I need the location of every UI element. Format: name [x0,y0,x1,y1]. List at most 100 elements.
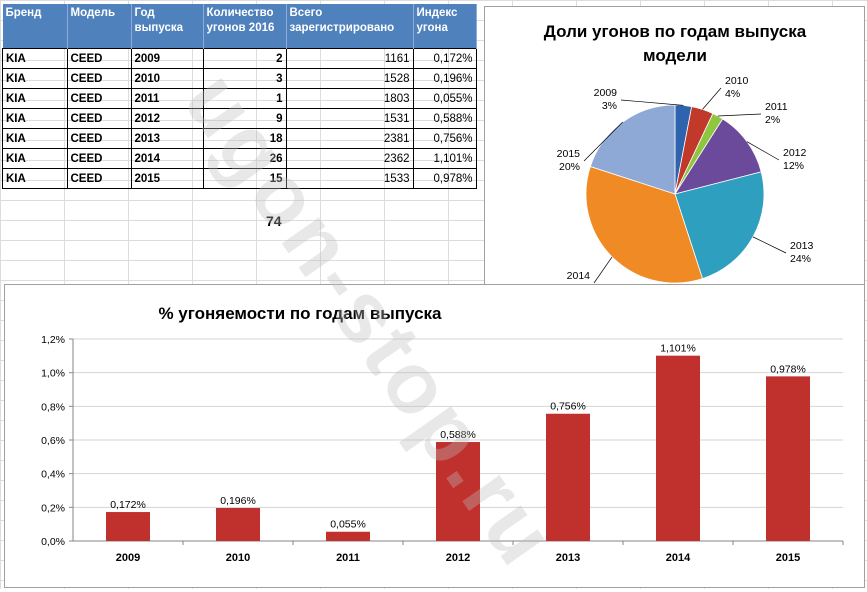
bar-2012[interactable] [436,442,480,541]
pie-slice-2012[interactable] [674,118,762,195]
y-tick-label: 0,6% [41,435,65,447]
cell-model[interactable]: CEED [66,128,132,149]
bar-data-label: 0,196% [220,495,256,507]
cell-index[interactable]: 0,588% [412,108,477,129]
table-row: KIA CEED 2010 3 1528 0,196% [2,68,477,89]
header-model[interactable]: Модель [67,4,132,49]
cell-year[interactable]: 2015 [130,168,204,189]
bar-2015[interactable] [766,376,810,541]
cell-index[interactable]: 0,196% [412,68,477,89]
cell-registered[interactable]: 1803 [285,88,414,109]
bar-2014[interactable] [656,355,700,541]
cell-registered[interactable]: 1533 [285,168,414,189]
header-registered[interactable]: Всего зарегистрировано [286,4,414,49]
cell-year[interactable]: 2009 [130,48,204,69]
header-index[interactable]: Индекс угона [413,4,477,49]
cell-brand[interactable]: KIA [2,48,68,69]
bar-2011[interactable] [326,531,370,541]
pie-slice-2014[interactable] [585,165,704,284]
x-category-label: 2009 [116,552,140,564]
x-category-label: 2015 [776,552,800,564]
cell-brand[interactable]: KIA [2,88,68,109]
pie-leader-line [593,256,613,284]
table-row: KIA CEED 2009 2 1161 0,172% [2,48,477,69]
cell-model[interactable]: CEED [66,88,132,109]
table-row: KIA CEED 2015 15 1533 0,978% [2,168,477,189]
bar-data-label: 0,172% [110,499,146,511]
bar-2013[interactable] [546,413,590,541]
pie-label-percent: 12% [783,160,804,172]
y-tick-label: 0,2% [41,502,65,514]
header-thefts[interactable]: Количество угонов 2016 [203,4,287,49]
table-row: KIA CEED 2013 18 2381 0,756% [2,128,477,149]
cell-registered[interactable]: 2362 [285,148,414,169]
cell-model[interactable]: CEED [66,68,132,89]
bar-data-label: 0,978% [770,363,806,375]
cell-brand[interactable]: KIA [2,148,68,169]
cell-registered[interactable]: 1528 [285,68,414,89]
theft-data-table: Бренд Модель Год выпуска Количество угон… [2,4,477,189]
bar-data-label: 0,588% [440,429,476,441]
pie-label-year: 2015 [557,148,581,160]
pie-leader-line [620,99,684,106]
pie-label-year: 2014 [567,270,591,282]
bar-chart-panel[interactable]: % угоняемости по годам выпуска 0,0% 0,2% 0… [4,284,865,588]
x-category-label: 2010 [226,552,250,564]
bar-data-label: 1,101% [660,343,696,355]
pie-label-percent: 24% [790,253,811,265]
pie-leader-line [702,87,722,110]
cell-index[interactable]: 0,172% [412,48,477,69]
cell-year[interactable]: 2010 [130,68,204,89]
x-category-label: 2011 [336,552,360,564]
cell-brand[interactable]: KIA [2,128,68,149]
cell-brand[interactable]: KIA [2,168,68,189]
pie-label-percent: 2% [765,114,780,126]
bar-data-label: 0,055% [330,519,366,531]
header-year[interactable]: Год выпуска [131,4,204,49]
pie-label-year: 2010 [725,75,749,87]
pie-leader-line [583,121,623,162]
cell-model[interactable]: CEED [66,148,132,169]
pie-label-percent: 20% [559,161,580,173]
pie-leader-line [746,141,780,161]
bar-chart-title: % угоняемости по годам выпуска [158,304,442,323]
bar-2010[interactable] [216,508,260,541]
cell-index[interactable]: 0,055% [412,88,477,109]
bar-chart: % угоняемости по годам выпуска 0,0% 0,2% 0… [41,304,844,564]
cell-model[interactable]: CEED [66,108,132,129]
cell-index[interactable]: 0,978% [412,168,477,189]
y-tick-label: 0,0% [41,536,65,548]
cell-registered[interactable]: 1531 [285,108,414,129]
cell-model[interactable]: CEED [66,168,132,189]
table-header-row: Бренд Модель Год выпуска Количество угон… [2,4,477,49]
pie-chart: Доли угонов по годам выпуска модели 2009… [544,22,814,295]
cell-brand[interactable]: KIA [2,68,68,89]
y-tick-label: 0,4% [41,469,65,481]
y-tick-label: 0,8% [41,401,65,413]
cell-registered[interactable]: 1161 [285,48,414,69]
pie-label-percent: 4% [725,88,740,100]
cell-model[interactable]: CEED [66,48,132,69]
cell-brand[interactable]: KIA [2,108,68,129]
pie-label-year: 2011 [765,101,788,113]
x-category-label: 2013 [556,552,580,564]
pie-leader-line [752,236,787,254]
pie-label-year: 2013 [790,240,814,252]
pie-label-percent: 3% [602,100,617,112]
pie-chart-panel[interactable]: Доли угонов по годам выпуска модели 2009… [484,6,865,295]
cell-index[interactable]: 1,101% [412,148,477,169]
pie-label-year: 2009 [594,87,618,99]
y-tick-label: 1,2% [41,334,65,346]
y-tick-label: 1,0% [41,368,65,380]
total-thefts[interactable]: 74 [266,213,282,229]
pie-title-line-2: модели [643,46,707,65]
bar-2009[interactable] [106,512,150,541]
pie-title-line-1: Доли угонов по годам выпуска [544,22,807,41]
cell-index[interactable]: 0,756% [412,128,477,149]
table-row: KIA CEED 2014 26 2362 1,101% [2,148,477,169]
cell-thefts[interactable]: 15 [202,168,287,189]
pie-label-year: 2012 [783,147,807,159]
x-category-label: 2012 [446,552,470,564]
x-category-label: 2014 [666,552,691,564]
header-brand[interactable]: Бренд [2,4,68,49]
